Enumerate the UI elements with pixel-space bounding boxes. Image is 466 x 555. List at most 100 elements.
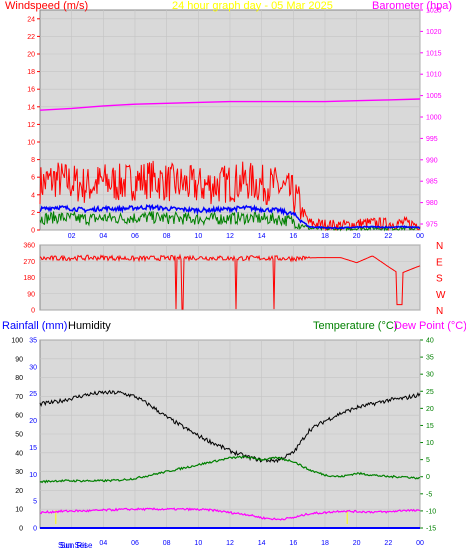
- wind-x-tick-label: 02: [68, 233, 76, 240]
- temperature-x-tick-label: 10: [194, 540, 202, 547]
- rainfall-axis-label: Rainfall (mm): [2, 320, 68, 332]
- barometer-tick-label: 985: [426, 179, 438, 186]
- compass-label: S: [436, 274, 443, 285]
- wind-tick-label: 10: [27, 140, 35, 147]
- temperature-x-tick-label: 20: [353, 540, 361, 547]
- humidity-tick-label: 50: [15, 432, 23, 439]
- wind-x-tick-label: 00: [416, 233, 424, 240]
- wind-tick-label: 14: [27, 104, 35, 111]
- wind-x-tick-label: 12: [226, 233, 234, 240]
- wind-tick-label: 0: [31, 228, 35, 235]
- wind-tick-label: 4: [31, 192, 35, 199]
- rainfall-tick-label: 15: [29, 445, 37, 452]
- temperature-x-tick-label: 08: [163, 540, 171, 547]
- wind-x-tick-label: 18: [321, 233, 329, 240]
- humidity-tick-label: 30: [15, 469, 23, 476]
- wind-x-tick-label: 06: [131, 233, 139, 240]
- temperature-x-tick-label: 00: [416, 540, 424, 547]
- humidity-tick-label: 20: [15, 488, 23, 495]
- compass-label: N: [436, 241, 443, 252]
- wind-x-tick-label: 16: [289, 233, 297, 240]
- temperature-line: [39, 455, 421, 484]
- windspeed-gust-line: [39, 160, 421, 232]
- wind-x-tick-label: 14: [258, 233, 266, 240]
- temperature-tick-label: -15: [426, 526, 436, 533]
- temperature-tick-label: 15: [426, 423, 434, 430]
- temperature-tick-label: 10: [426, 440, 434, 447]
- chart-title: 24 hour graph day - 05 Mar 2025: [172, 0, 333, 12]
- wind-tick-label: 2: [31, 210, 35, 217]
- rainfall-tick-label: 20: [29, 418, 37, 425]
- temperature-tick-label: -10: [426, 508, 436, 515]
- wind-tick-label: 8: [31, 157, 35, 164]
- temperature-tick-label: 30: [426, 372, 434, 379]
- rainfall-tick-label: 0: [33, 526, 37, 533]
- wind-x-tick-label: 08: [163, 233, 171, 240]
- humidity-line: [39, 389, 421, 464]
- humidity-tick-label: 40: [15, 450, 23, 457]
- barometer-tick-label: 1010: [426, 72, 442, 79]
- barometer-tick-label: 1005: [426, 93, 442, 100]
- wind-x-tick-label: 20: [353, 233, 361, 240]
- humidity-tick-label: 10: [15, 507, 23, 514]
- wind-tick-label: 6: [31, 175, 35, 182]
- rainfall-tick-label: 30: [29, 364, 37, 371]
- barometer-tick-label: 1000: [426, 115, 442, 122]
- direction-tick-label: 360: [23, 243, 35, 250]
- humidity-tick-label: 80: [15, 375, 23, 382]
- compass-label: E: [436, 257, 443, 268]
- temperature-axis-label: Temperature (°C): [313, 320, 398, 332]
- humidity-tick-label: 70: [15, 394, 23, 401]
- temperature-x-tick-label: 06: [131, 540, 139, 547]
- barometer-tick-label: 1020: [426, 29, 442, 36]
- temperature-x-tick-label: 04: [99, 540, 107, 547]
- dewpoint-line: [39, 507, 421, 521]
- barometer-tick-label: 980: [426, 200, 438, 207]
- windspeed-min-line: [39, 210, 421, 232]
- wind-x-tick-label: 22: [384, 233, 392, 240]
- humidity-tick-label: 90: [15, 356, 23, 363]
- wind-tick-label: 20: [27, 52, 35, 59]
- barometer-tick-label: 990: [426, 157, 438, 164]
- temperature-x-tick-label: 16: [289, 540, 297, 547]
- direction-tick-label: 90: [27, 291, 35, 298]
- wind-x-tick-label: 10: [194, 233, 202, 240]
- temperature-x-tick-label: 18: [321, 540, 329, 547]
- wind-direction-line: [39, 253, 421, 310]
- barometer-tick-label: 975: [426, 222, 438, 229]
- compass-label: W: [436, 290, 446, 301]
- sunrise-label: Sun Rise: [60, 541, 93, 550]
- temperature-tick-label: 35: [426, 355, 434, 362]
- barometer-axis-label: Barometer (hpa): [372, 0, 453, 12]
- sunset-label: Sun Set: [58, 541, 87, 550]
- wind-tick-label: 16: [27, 87, 35, 94]
- barometer-tick-label: 995: [426, 136, 438, 143]
- temperature-tick-label: 20: [426, 406, 434, 413]
- compass-label: N: [436, 306, 443, 317]
- temperature-x-tick-label: 14: [258, 540, 266, 547]
- humidity-axis-label: Humidity: [68, 320, 111, 332]
- temperature-tick-label: 5: [426, 457, 430, 464]
- windspeed-axis-label: Windspeed (m/s): [5, 0, 89, 12]
- rainfall-tick-label: 5: [33, 499, 37, 506]
- humidity-tick-label: 100: [11, 338, 23, 345]
- barometer-tick-label: 1015: [426, 50, 442, 57]
- wind-tick-label: 12: [27, 122, 35, 129]
- direction-tick-label: 0: [31, 308, 35, 315]
- temperature-tick-label: 25: [426, 389, 434, 396]
- wind-tick-label: 24: [27, 16, 35, 23]
- wind-tick-label: 18: [27, 69, 35, 76]
- windspeed-average-line: [39, 203, 421, 230]
- humidity-tick-label: 60: [15, 413, 23, 420]
- rainfall-tick-label: 10: [29, 472, 37, 479]
- humidity-tick-label: 0: [19, 526, 23, 533]
- temperature-tick-label: -5: [426, 491, 432, 498]
- temperature-x-tick-label: 22: [384, 540, 392, 547]
- temperature-x-tick-label: 12: [226, 540, 234, 547]
- direction-tick-label: 270: [23, 259, 35, 266]
- temperature-tick-label: 0: [426, 474, 430, 481]
- rainfall-tick-label: 25: [29, 391, 37, 398]
- wind-tick-label: 22: [27, 34, 35, 41]
